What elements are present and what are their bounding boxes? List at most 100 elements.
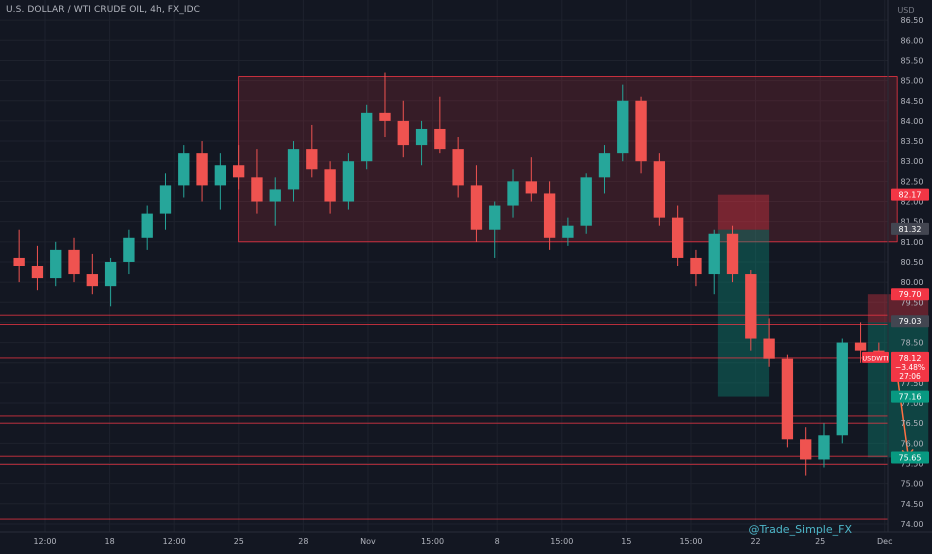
candle-body: [397, 120, 409, 146]
candle-body: [86, 274, 98, 287]
y-tick-label: 82.00: [901, 198, 924, 207]
y-tick-label: 78.50: [901, 339, 924, 348]
y-tick-label: 76.00: [901, 439, 924, 448]
author-watermark: @Trade_Simple_FX: [748, 523, 852, 536]
candle-body: [141, 213, 153, 238]
y-tick-label: 86.50: [901, 16, 924, 25]
candle-body: [854, 342, 867, 351]
candle-body: [617, 100, 629, 154]
candle-body: [800, 439, 812, 460]
candle-body: [635, 100, 647, 162]
candle-body: [745, 274, 757, 339]
candle-body: [50, 249, 62, 279]
candle-body: [690, 257, 702, 275]
candle-body: [214, 165, 227, 186]
y-tick-label: 76.50: [901, 419, 924, 428]
price-label-box: [891, 222, 929, 235]
x-tick-label: 8: [495, 537, 500, 546]
candle-body: [379, 112, 391, 121]
candle-body: [178, 153, 190, 186]
y-tick-label: 84.50: [901, 97, 924, 106]
grid-lines: [0, 0, 888, 532]
candle-body: [196, 153, 208, 186]
x-tick-label: 12:00: [163, 537, 186, 546]
candle-body: [269, 189, 281, 202]
y-tick-label: 85.50: [901, 56, 924, 65]
candle-body: [562, 225, 574, 238]
candle-body: [580, 177, 592, 226]
candle-body: [598, 153, 611, 178]
y-tick-label: 77.00: [901, 399, 924, 408]
last-price-change: −3.48%: [895, 363, 925, 372]
x-tick-label: 28: [298, 537, 308, 546]
price-label-box: [891, 390, 929, 403]
price-label-text: 82.17: [899, 191, 922, 200]
price-label-box: [891, 451, 929, 464]
candle-body: [726, 233, 739, 275]
candle-body: [306, 149, 318, 170]
x-tick-label: 15:00: [550, 537, 573, 546]
take-profit-zone: [717, 229, 770, 397]
y-tick-label: 77.50: [901, 379, 924, 388]
y-tick-label: 80.00: [901, 278, 924, 287]
price-label-box: [891, 188, 929, 201]
price-label-text: 75.65: [899, 453, 922, 462]
y-tick-label: 81.50: [901, 218, 924, 227]
y-tick-label: 80.50: [901, 258, 924, 267]
currency-label: USD: [897, 6, 914, 15]
candle-body: [781, 358, 794, 440]
time-axis: 12:00 18 12:00 25 28 Nov 15:00 8 15:00 15 15:00 22 2…: [0, 531, 932, 546]
candle-body: [324, 169, 336, 202]
y-tick-label: 81.00: [901, 238, 924, 247]
candle-body: [470, 185, 483, 230]
x-tick-label: 15:00: [421, 537, 444, 546]
price-label-box: [891, 288, 929, 301]
candles: [13, 72, 885, 476]
x-tick-label: 18: [105, 537, 115, 546]
y-tick-label: 86.00: [901, 36, 924, 45]
range-box-zone: [238, 76, 898, 243]
y-tick-label: 82.50: [901, 177, 924, 186]
price-axis: USD74.0074.5075.0075.5076.0076.5077.0077…: [862, 0, 929, 532]
y-tick-label: 75.50: [901, 459, 924, 468]
x-tick-label: 22: [750, 537, 760, 546]
x-tick-label: 15: [621, 537, 631, 546]
chart-title: U.S. DOLLAR / WTI CRUDE OIL, 4h, FX_IDC: [6, 5, 201, 15]
candle-body: [68, 249, 80, 275]
price-label-text: 77.16: [899, 393, 922, 402]
y-tick-label: 75.00: [901, 480, 924, 489]
last-price-box: [891, 351, 929, 382]
x-tick-label: 25: [815, 537, 825, 546]
y-tick-label: 83.50: [901, 137, 924, 146]
y-tick-label: 84.00: [901, 117, 924, 126]
candle-body: [818, 435, 830, 460]
candle-body: [361, 112, 373, 162]
y-tick-label: 79.50: [901, 298, 924, 307]
candle-body: [415, 128, 428, 146]
candle-body: [31, 266, 44, 279]
x-tick-label: Nov: [360, 537, 376, 546]
candle-body: [543, 193, 556, 238]
last-price-value: 78.12: [899, 354, 922, 363]
price-label-box: [891, 315, 929, 328]
y-tick-label: 74.50: [901, 500, 924, 509]
x-tick-label: Dec: [877, 537, 892, 546]
candle-body: [123, 237, 135, 262]
price-label-text: 79.03: [899, 317, 922, 326]
candle-body: [763, 338, 775, 359]
candle-body: [104, 261, 117, 287]
candle-body: [653, 161, 666, 218]
candle-body: [342, 161, 355, 202]
candle-body: [671, 217, 684, 258]
stop-loss-zone: [717, 194, 770, 230]
x-tick-label: 15:00: [679, 537, 702, 546]
candle-body: [13, 257, 25, 266]
price-label-text: 81.32: [899, 225, 922, 234]
y-tick-label: 74.00: [901, 520, 924, 529]
candle-body: [452, 149, 464, 186]
candle-body: [489, 205, 501, 230]
x-tick-label: 12:00: [33, 537, 56, 546]
y-tick-label: 85.00: [901, 77, 924, 86]
